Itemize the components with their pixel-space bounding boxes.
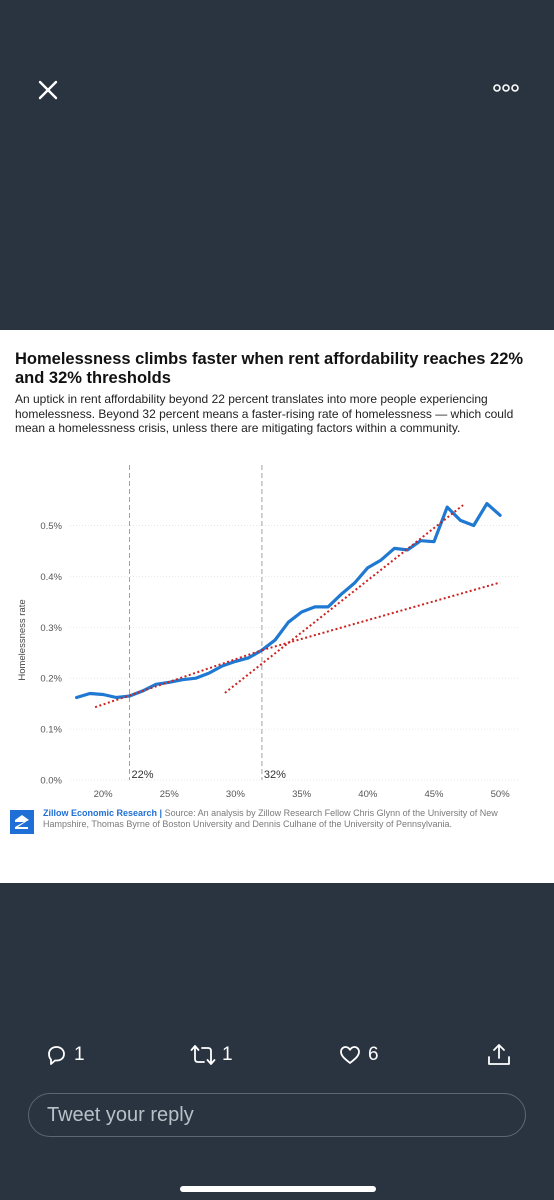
y-tick-label: 0.4% [40, 572, 62, 583]
heart-icon [340, 1046, 360, 1064]
trend-line [261, 581, 501, 652]
footer-brand: Zillow Economic Research | [43, 808, 163, 818]
media-viewer-top-bar [0, 0, 554, 330]
x-tick-label: 40% [358, 789, 378, 800]
tweet-action-bar: 1 1 6 [0, 1035, 554, 1075]
reply-icon [48, 1046, 65, 1065]
y-tick-label: 0.5% [40, 521, 62, 532]
y-tick-label: 0.0% [40, 776, 62, 787]
x-tick-label: 50% [491, 789, 511, 800]
x-tick-label: 35% [292, 789, 312, 800]
more-options-button[interactable] [488, 76, 524, 100]
reply-count: 1 [74, 1044, 85, 1065]
tweet-image[interactable]: Homelessness climbs faster when rent aff… [0, 330, 554, 883]
chart-source-note: Zillow Economic Research | Source: An an… [43, 808, 543, 830]
close-icon [38, 80, 58, 100]
reply-input[interactable] [45, 1102, 489, 1128]
retweet-button[interactable]: 1 [190, 1035, 233, 1075]
home-indicator[interactable] [180, 1186, 376, 1192]
like-button[interactable]: 6 [338, 1035, 379, 1075]
chart-title: Homelessness climbs faster when rent aff… [15, 350, 524, 387]
threshold-label: 22% [132, 769, 154, 781]
line-chart: 0.0% 0.1% 0.2% 0.3% 0.4% 0.5% 20% 25% 30% 35% 40% 4… [17, 465, 520, 805]
reply-button[interactable]: 1 [44, 1035, 85, 1075]
x-tick-label: 20% [94, 789, 114, 800]
y-axis-title: Homelessness rate [17, 599, 28, 680]
y-tick-label: 0.3% [40, 623, 62, 634]
share-icon [488, 1044, 510, 1065]
retweet-icon [190, 1045, 216, 1065]
x-tick-label: 25% [160, 789, 180, 800]
zillow-logo-icon [10, 810, 34, 834]
chart-subtitle: An uptick in rent affordability beyond 2… [15, 392, 514, 435]
close-button[interactable] [30, 72, 66, 108]
more-icon [493, 84, 519, 92]
trend-line [224, 504, 464, 694]
y-tick-label: 0.1% [40, 725, 62, 736]
like-count: 6 [368, 1044, 379, 1065]
share-button[interactable] [486, 1035, 518, 1075]
x-tick-label: 45% [424, 789, 444, 800]
x-axis-title: Share of income spent on rent [225, 804, 366, 805]
threshold-label: 32% [264, 769, 286, 781]
reply-field[interactable] [28, 1093, 526, 1137]
x-tick-label: 30% [226, 789, 246, 800]
y-tick-label: 0.2% [40, 674, 62, 685]
footer-source: Source: An analysis by Zillow Research F… [43, 808, 498, 829]
retweet-count: 1 [222, 1044, 233, 1065]
